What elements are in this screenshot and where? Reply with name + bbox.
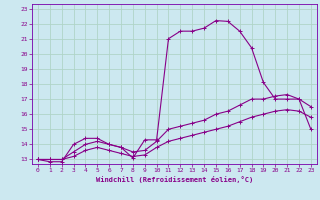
X-axis label: Windchill (Refroidissement éolien,°C): Windchill (Refroidissement éolien,°C) — [96, 176, 253, 183]
